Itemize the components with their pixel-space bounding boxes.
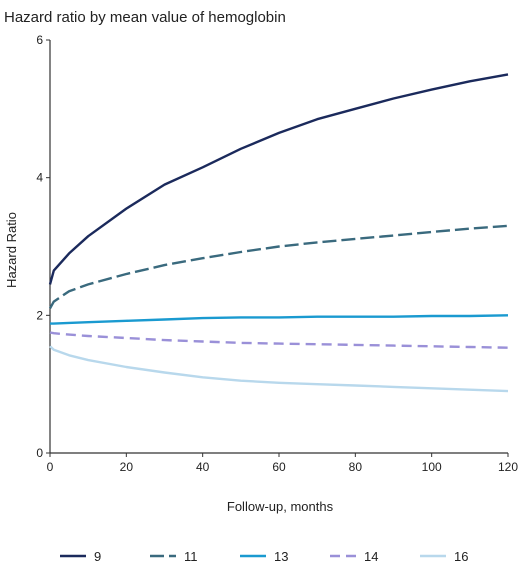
chart-title: Hazard ratio by mean value of hemoglobin: [4, 9, 286, 26]
y-tick-label: 2: [36, 308, 43, 322]
series-line-9: [48, 73, 509, 285]
x-tick-label: 0: [47, 460, 54, 474]
x-tick-label: 20: [120, 460, 134, 474]
series-line-11: [48, 224, 509, 309]
x-tick-label: 60: [272, 460, 286, 474]
x-tick-label: 40: [196, 460, 210, 474]
legend: 9 11 13 14 16: [60, 549, 468, 564]
x-tick-label: 120: [498, 460, 518, 474]
y-tick-label: 0: [36, 446, 43, 460]
legend-label-13: 13: [274, 549, 288, 564]
x-axis-label: Follow-up, months: [227, 499, 334, 514]
series-line-13: [50, 314, 509, 325]
x-tick-label: 100: [422, 460, 442, 474]
series-line-14: [49, 331, 509, 349]
y-axis-label: Hazard Ratio: [4, 212, 19, 288]
y-tick-label: 4: [36, 171, 43, 185]
legend-label-14: 14: [364, 549, 378, 564]
legend-label-9: 9: [94, 549, 101, 564]
series-line-16: [49, 345, 509, 393]
y-tick-label: 6: [36, 33, 43, 47]
legend-label-11: 11: [184, 549, 198, 564]
legend-label-16: 16: [454, 549, 468, 564]
x-tick-label: 80: [349, 460, 363, 474]
